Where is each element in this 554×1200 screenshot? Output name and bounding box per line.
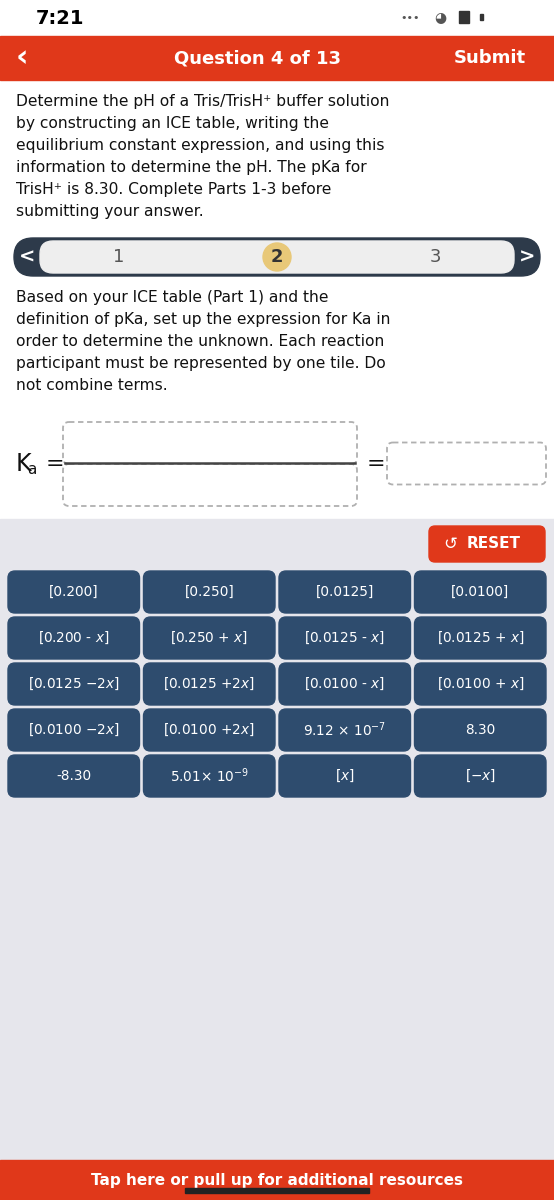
FancyBboxPatch shape — [143, 571, 275, 613]
FancyBboxPatch shape — [63, 422, 357, 464]
Text: definition of pKa, set up the expression for Ka in: definition of pKa, set up the expression… — [16, 312, 391, 326]
Text: [0.0100 - $x$]: [0.0100 - $x$] — [304, 676, 385, 692]
Text: TrisH⁺ is 8.30. Complete Parts 1-3 before: TrisH⁺ is 8.30. Complete Parts 1-3 befor… — [16, 182, 331, 197]
Text: RESET: RESET — [467, 536, 521, 552]
FancyBboxPatch shape — [8, 571, 140, 613]
Text: <: < — [19, 247, 35, 266]
Text: -8.30: -8.30 — [56, 769, 91, 782]
Text: >: > — [519, 247, 535, 266]
Bar — [480, 14, 483, 20]
FancyBboxPatch shape — [414, 755, 546, 797]
Text: [0.0125 + $x$]: [0.0125 + $x$] — [437, 630, 524, 646]
Text: participant must be represented by one tile. Do: participant must be represented by one t… — [16, 356, 386, 371]
Text: [0.0100 + $x$]: [0.0100 + $x$] — [437, 676, 524, 692]
Bar — [0, 518, 554, 1200]
FancyBboxPatch shape — [279, 662, 411, 704]
FancyBboxPatch shape — [143, 709, 275, 751]
Text: [0.0125]: [0.0125] — [316, 584, 374, 599]
Text: [0.0100]: [0.0100] — [451, 584, 509, 599]
Text: [0.200 - $x$]: [0.200 - $x$] — [38, 630, 110, 646]
Text: 1: 1 — [114, 248, 125, 266]
Text: ‹: ‹ — [16, 43, 28, 72]
FancyBboxPatch shape — [279, 571, 411, 613]
Text: information to determine the pH. The pKa for: information to determine the pH. The pKa… — [16, 160, 367, 175]
FancyBboxPatch shape — [414, 617, 546, 659]
Text: Based on your ICE table (Part 1) and the: Based on your ICE table (Part 1) and the — [16, 290, 329, 305]
FancyBboxPatch shape — [8, 709, 140, 751]
FancyBboxPatch shape — [387, 443, 546, 485]
FancyBboxPatch shape — [40, 241, 514, 272]
FancyBboxPatch shape — [8, 755, 140, 797]
FancyBboxPatch shape — [414, 662, 546, 704]
Text: 7:21: 7:21 — [36, 8, 84, 28]
FancyBboxPatch shape — [63, 464, 357, 506]
FancyBboxPatch shape — [143, 755, 275, 797]
FancyBboxPatch shape — [8, 617, 140, 659]
Text: •••: ••• — [400, 13, 420, 23]
Text: 5.01$\times$ 10$^{-9}$: 5.01$\times$ 10$^{-9}$ — [170, 767, 249, 785]
Text: [0.250]: [0.250] — [184, 584, 234, 599]
Text: =: = — [46, 454, 65, 474]
Circle shape — [263, 242, 291, 271]
Text: =: = — [367, 454, 386, 474]
Text: [$-x$]: [$-x$] — [465, 768, 496, 784]
Text: ↺: ↺ — [443, 535, 457, 553]
Text: 8.30: 8.30 — [465, 722, 495, 737]
Text: ◕: ◕ — [434, 11, 446, 25]
Text: Tap here or pull up for additional resources: Tap here or pull up for additional resou… — [91, 1172, 463, 1188]
FancyBboxPatch shape — [279, 617, 411, 659]
FancyBboxPatch shape — [279, 755, 411, 797]
Bar — [185, 1188, 369, 1193]
FancyBboxPatch shape — [279, 709, 411, 751]
Text: order to determine the unknown. Each reaction: order to determine the unknown. Each rea… — [16, 334, 384, 349]
FancyBboxPatch shape — [143, 617, 275, 659]
FancyBboxPatch shape — [8, 662, 140, 704]
Text: Determine the pH of a Tris/TrisH⁺ buffer solution: Determine the pH of a Tris/TrisH⁺ buffer… — [16, 94, 389, 109]
Text: [0.250 + $x$]: [0.250 + $x$] — [170, 630, 248, 646]
Text: Question 4 of 13: Question 4 of 13 — [173, 49, 341, 67]
Text: [0.0100 $- 2x$]: [0.0100 $- 2x$] — [28, 722, 120, 738]
FancyBboxPatch shape — [14, 238, 540, 276]
Text: [0.0125 $+ 2x$]: [0.0125 $+ 2x$] — [163, 676, 255, 692]
Text: equilibrium constant expression, and using this: equilibrium constant expression, and usi… — [16, 138, 384, 152]
Bar — [0, 1160, 554, 1200]
Text: K: K — [16, 452, 32, 476]
Text: 2: 2 — [271, 248, 283, 266]
FancyBboxPatch shape — [414, 709, 546, 751]
FancyBboxPatch shape — [429, 526, 545, 562]
Text: by constructing an ICE table, writing the: by constructing an ICE table, writing th… — [16, 116, 329, 131]
Bar — [0, 36, 554, 80]
Text: a: a — [27, 462, 37, 476]
Text: 3: 3 — [429, 248, 441, 266]
FancyBboxPatch shape — [143, 662, 275, 704]
Text: 9.12 $\times$ 10$^{-7}$: 9.12 $\times$ 10$^{-7}$ — [303, 721, 386, 739]
Text: [0.0125 - $x$]: [0.0125 - $x$] — [304, 630, 385, 646]
Text: submitting your answer.: submitting your answer. — [16, 204, 204, 218]
Text: [0.0100 $+ 2x$]: [0.0100 $+ 2x$] — [163, 722, 255, 738]
Text: not combine terms.: not combine terms. — [16, 378, 168, 392]
Bar — [458, 10, 480, 24]
Text: [0.200]: [0.200] — [49, 584, 99, 599]
Text: [$x$]: [$x$] — [335, 768, 355, 784]
FancyBboxPatch shape — [414, 571, 546, 613]
Bar — [459, 11, 469, 23]
Text: [0.0125 $- 2x$]: [0.0125 $- 2x$] — [28, 676, 120, 692]
Text: Submit: Submit — [454, 49, 526, 67]
